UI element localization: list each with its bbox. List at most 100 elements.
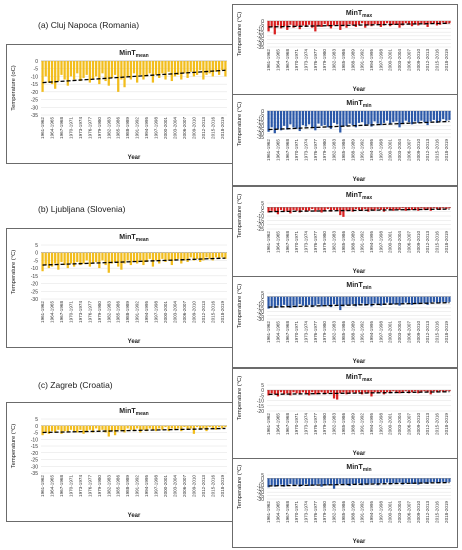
bar xyxy=(323,296,326,305)
bar xyxy=(314,390,317,395)
bar xyxy=(401,207,404,209)
bar xyxy=(298,207,301,213)
x-tick-label: 1973-1974 xyxy=(303,501,308,523)
y-axis-label: Temperature (°C) xyxy=(11,250,17,295)
x-tick-label: 1991-1992 xyxy=(135,117,140,139)
bar xyxy=(136,61,139,83)
bar xyxy=(432,390,435,392)
bar xyxy=(357,296,361,305)
x-tick-label: 1988-1989 xyxy=(125,475,130,497)
x-tick-label: 1964-1965 xyxy=(275,413,280,435)
bar xyxy=(345,207,348,211)
bar xyxy=(117,425,120,430)
bar xyxy=(320,296,323,307)
bar xyxy=(339,21,342,30)
y-tick-label: 5 xyxy=(261,291,264,297)
y-axis-label: Temperature (°C) xyxy=(237,194,243,239)
bar xyxy=(360,207,364,211)
bar xyxy=(410,296,414,305)
bar xyxy=(329,296,333,308)
x-tick-label: 1997-1998 xyxy=(378,501,383,523)
y-tick-label: -15 xyxy=(31,274,38,280)
y-tick-label: 0 xyxy=(261,476,264,482)
bar xyxy=(183,252,186,261)
trend-line xyxy=(42,69,226,84)
x-tick-label: 1988-1989 xyxy=(125,301,130,323)
bar xyxy=(270,296,273,307)
chart-title: MinTmax xyxy=(346,10,373,19)
bar xyxy=(270,207,273,211)
x-tick-label: 1994-1995 xyxy=(144,475,149,497)
bar xyxy=(448,390,451,392)
y-tick-label: -15 xyxy=(257,120,264,126)
y-tick-label: -20 xyxy=(31,282,38,288)
x-tick-label: 2018-2019 xyxy=(220,475,225,497)
y-tick-label: -10 xyxy=(257,116,264,122)
bar xyxy=(432,296,435,302)
bar xyxy=(429,21,432,24)
bar xyxy=(88,425,91,430)
bar xyxy=(395,296,398,304)
x-tick-label: 1982-1983 xyxy=(332,231,337,253)
y-tick-label: 0 xyxy=(261,205,264,211)
bar xyxy=(148,425,151,429)
x-tick-label: 1982-1983 xyxy=(332,413,337,435)
bar xyxy=(376,21,379,25)
bar xyxy=(307,390,311,396)
bar xyxy=(395,390,398,393)
x-tick-label: 2015-2016 xyxy=(210,475,215,497)
bar xyxy=(47,252,51,269)
bar xyxy=(348,21,351,24)
bar xyxy=(95,61,98,77)
bar xyxy=(180,425,183,432)
bar xyxy=(304,207,308,212)
x-tick-label: 2012-2013 xyxy=(201,301,206,323)
bar xyxy=(301,478,304,486)
bar xyxy=(345,390,348,395)
bar xyxy=(438,111,442,122)
bar xyxy=(351,478,354,484)
bar xyxy=(407,21,411,25)
bar xyxy=(214,61,218,72)
bar xyxy=(360,478,364,486)
y-tick-label: -25 xyxy=(31,98,38,104)
bar xyxy=(132,252,136,262)
bar xyxy=(76,425,79,433)
x-tick-label: 2015-2016 xyxy=(434,321,439,343)
x-tick-label: 1961-1962 xyxy=(40,475,45,497)
x-tick-label: 1988-1989 xyxy=(350,139,355,161)
bar xyxy=(417,207,420,211)
bar xyxy=(267,207,270,213)
y-tick-label: -20 xyxy=(257,223,264,229)
x-tick-label: 2018-2019 xyxy=(444,49,449,71)
bar xyxy=(82,61,85,78)
bar xyxy=(192,61,196,77)
bar xyxy=(145,425,148,432)
y-tick-label: 0 xyxy=(261,388,264,394)
y-tick-label: -25 xyxy=(257,227,264,233)
chart-title: MinTmean xyxy=(119,408,148,417)
x-tick-label: 1973-1974 xyxy=(303,139,308,161)
bar xyxy=(189,61,192,72)
bar xyxy=(88,252,91,267)
bar xyxy=(376,296,379,305)
bar xyxy=(336,21,339,25)
bar xyxy=(126,425,129,429)
bar xyxy=(129,425,132,430)
chart-zagreb-mean: MinTmean 5 0 -5 -10 -15 -20 -25 -30 -35 1961-1962 1… xyxy=(6,402,234,522)
x-tick-label: 2000-2001 xyxy=(388,49,393,71)
bar xyxy=(202,252,205,261)
bar xyxy=(289,207,292,214)
x-tick-label: 1967-1968 xyxy=(59,475,64,497)
bar xyxy=(151,61,155,83)
bar xyxy=(158,61,161,78)
bar xyxy=(357,21,361,25)
x-tick-label: 1985-1986 xyxy=(116,301,121,323)
city-label-zagreb: (c) Zagreb (Croatia) xyxy=(38,380,113,390)
chart-title-sub: min xyxy=(363,467,372,473)
bar xyxy=(295,296,298,308)
bar xyxy=(154,425,158,432)
bar xyxy=(98,61,101,85)
